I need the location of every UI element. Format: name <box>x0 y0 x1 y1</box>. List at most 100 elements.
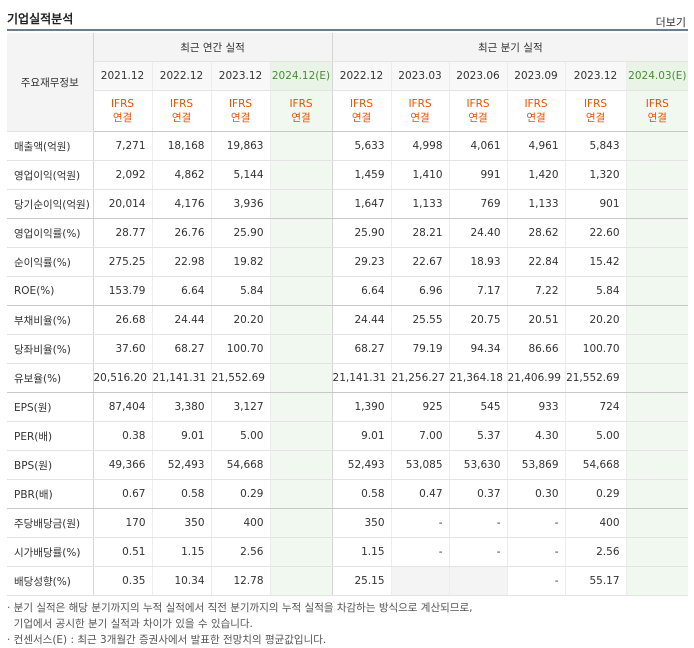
consolidated-label: 연결 <box>112 112 133 124</box>
accounting-standard-label: IFRS 연결 <box>331 90 392 132</box>
table-row: 당기순이익(억원) 20,014 4,176 3,936 1,647 1,133 769 1,… <box>7 189 689 219</box>
quarter-value: 53,085 <box>390 450 450 480</box>
quarter-value: 4.30 <box>506 421 566 451</box>
ifrs-label: IFRS <box>645 98 669 110</box>
quarter-value: 52,493 <box>331 450 392 480</box>
table-row: 주당배당금(원) 170 350 400 350- - -400 <box>7 508 689 538</box>
quarter-value: 5.00 <box>564 421 627 451</box>
annual-value: 19,863 <box>210 131 270 161</box>
row-label: 당기순이익(억원) <box>7 189 93 219</box>
quarter-value: - <box>448 537 508 567</box>
quarter-value: - <box>506 566 566 596</box>
more-link[interactable]: 더보기 <box>655 16 686 29</box>
quarter-value: 350 <box>331 508 392 538</box>
annual-value: 2.56 <box>210 537 270 567</box>
annual-value: 5.00 <box>210 421 270 451</box>
annual-value <box>269 392 333 422</box>
annual-value: 21,552.69 <box>210 363 270 393</box>
annual-period-header: 2022.12 <box>151 61 211 91</box>
quarter-value: 545 <box>448 392 508 422</box>
quarter-value: 0.47 <box>390 479 450 509</box>
quarter-value: 21,256.27 <box>390 363 450 393</box>
quarter-value: 54,668 <box>564 450 627 480</box>
annual-value <box>269 276 333 306</box>
annual-value: 5.84 <box>210 276 270 306</box>
quarter-value: 5,843 <box>564 131 627 161</box>
quarter-value: 0.30 <box>506 479 566 509</box>
annual-value <box>269 247 333 277</box>
accounting-standard-label: IFRS 연결 <box>564 90 627 132</box>
quarter-value: 2.56 <box>564 537 627 567</box>
ifrs-label: IFRS <box>524 98 548 110</box>
quarter-value: 1,647 <box>331 189 392 219</box>
annual-value: 9.01 <box>151 421 211 451</box>
annual-value: 0.58 <box>151 479 211 509</box>
footnote-line: 기업에서 공시한 분기 실적과 차이가 있을 수 있습니다. <box>7 618 253 630</box>
annual-value: 2,092 <box>92 160 152 190</box>
quarter-value: 22.84 <box>506 247 566 277</box>
quarter-value: 86.66 <box>506 334 566 364</box>
quarter-value: 55.17 <box>564 566 627 596</box>
quarter-value <box>625 537 689 567</box>
annual-value: 3,936 <box>210 189 270 219</box>
footnote-line: · 컨센서스(E) : 최근 3개월간 증권사에서 발표한 전망치의 평균값입니… <box>7 634 327 646</box>
quarter-value: 1,320 <box>564 160 627 190</box>
table-row: 배당성향(%) 0.35 10.34 12.78 25.15 -55.17 <box>7 566 689 596</box>
quarter-value: 1,410 <box>390 160 450 190</box>
table-row: 영업이익률(%) 28.77 26.76 25.90 25.90 28.21 24.40 28… <box>7 218 689 248</box>
accounting-standard-label: IFRS 연결 <box>625 90 689 132</box>
annual-value: 24.44 <box>151 305 211 335</box>
annual-value: 20,516.20 <box>92 363 152 393</box>
table-row: PBR(배) 0.67 0.58 0.29 0.58 0.47 0.37 0.30 0.29 <box>7 479 689 509</box>
row-label: 당좌비율(%) <box>7 334 93 364</box>
quarter-value: - <box>448 508 508 538</box>
annual-group-header: 최근 연간 실적 <box>92 33 333 62</box>
quarter-value: 5,633 <box>331 131 392 161</box>
row-label: 부채비율(%) <box>7 305 93 335</box>
quarter-value: 22.67 <box>390 247 450 277</box>
annual-value: 4,862 <box>151 160 211 190</box>
quarter-value <box>625 392 689 422</box>
annual-value: 18,168 <box>151 131 211 161</box>
title-divider <box>7 29 688 31</box>
consolidated-label: 연결 <box>410 112 430 124</box>
quarter-value: 901 <box>564 189 627 219</box>
annual-value <box>269 131 333 161</box>
annual-value: 49,366 <box>92 450 152 480</box>
quarter-value: 24.44 <box>331 305 392 335</box>
annual-value <box>269 508 333 538</box>
quarter-value: 7.00 <box>390 421 450 451</box>
quarter-value: 1,390 <box>331 392 392 422</box>
annual-value: 350 <box>151 508 211 538</box>
quarter-value: 15.42 <box>564 247 627 277</box>
annual-period-header: 2021.12 <box>92 61 152 91</box>
accounting-standard-label: IFRS 연결 <box>151 90 211 132</box>
quarter-value: 0.58 <box>331 479 392 509</box>
annual-value: 0.35 <box>92 566 152 596</box>
table-row: 당좌비율(%) 37.60 68.27 100.70 68.27 79.19 94.34 86… <box>7 334 689 364</box>
quarter-value: 21,552.69 <box>564 363 627 393</box>
consolidated-label: 연결 <box>585 112 606 124</box>
annual-value <box>269 421 333 451</box>
annual-value: 1.15 <box>151 537 211 567</box>
quarter-value: 25.15 <box>331 566 392 596</box>
quarter-value: 1.15 <box>331 537 392 567</box>
row-label: 배당성향(%) <box>7 566 93 596</box>
quarter-value: - <box>506 537 566 567</box>
annual-value: 3,127 <box>210 392 270 422</box>
quarter-value: 20.20 <box>564 305 627 335</box>
annual-value: 26.76 <box>151 218 211 248</box>
table-row: 순이익률(%) 275.25 22.98 19.82 29.23 22.67 18.93 22… <box>7 247 689 277</box>
accounting-standard-label: IFRS 연결 <box>269 90 333 132</box>
annual-value <box>269 334 333 364</box>
row-label: BPS(원) <box>7 450 93 480</box>
annual-value: 20,014 <box>92 189 152 219</box>
annual-value <box>269 479 333 509</box>
annual-value <box>269 218 333 248</box>
quarter-value: 4,961 <box>506 131 566 161</box>
annual-value: 170 <box>92 508 152 538</box>
quarter-value <box>448 566 508 596</box>
quarter-value: 7.17 <box>448 276 508 306</box>
annual-value: 68.27 <box>151 334 211 364</box>
quarter-group-header: 최근 분기 실적 <box>331 33 689 62</box>
